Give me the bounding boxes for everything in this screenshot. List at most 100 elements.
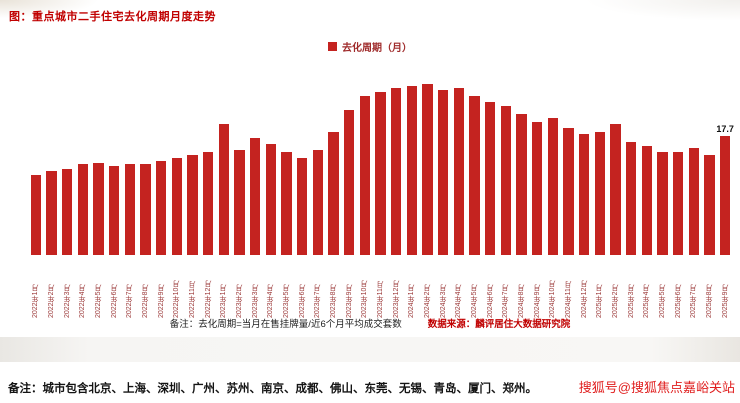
bar [498,58,514,255]
watermark: 搜狐号@搜狐焦点嘉峪关站 [578,380,735,395]
x-axis-label: 2024年10月 [549,280,557,318]
x-axis-label: 2022年10月 [173,280,181,318]
x-axis-label: 2025年9月 [721,284,729,318]
footer-note: 备注：城市包含北京、上海、深圳、广州、苏州、南京、成都、佛山、东莞、无锡、青岛、… [8,383,537,395]
bar [232,58,248,255]
bar: 17.7 [716,58,734,255]
x-axis-label: 2022年9月 [157,284,165,318]
x-axis-label: 2023年7月 [314,284,322,318]
bar [91,58,107,255]
chart-title: 图：重点城市二手住宅去化周期月度走势 [9,11,216,23]
x-axis-label: 2025年6月 [674,284,682,318]
bar [169,58,185,255]
x-axis-label: 2025年3月 [627,284,635,318]
bar [153,58,169,255]
bar [357,58,373,255]
x-axis-label: 2023年11月 [376,281,384,318]
x-axis-label: 2022年1月 [32,284,40,318]
x-axis-label: 2023年1月 [220,284,228,318]
divider-band [0,337,740,362]
bar [326,58,342,255]
bar [608,58,624,255]
x-axis-label: 2022年6月 [110,284,118,318]
bar [623,58,639,255]
x-axis-label: 2024年5月 [470,284,478,318]
x-axis-label: 2024年2月 [423,284,431,318]
x-axis-label: 2023年10月 [361,280,369,318]
legend-swatch-icon [328,42,337,51]
x-axis-label: 2022年12月 [204,280,212,318]
x-axis-label: 2025年1月 [596,284,604,318]
bar [279,58,295,255]
x-axis-label: 2024年11月 [564,281,572,318]
x-axis-label: 2024年7月 [502,284,510,318]
bar [576,58,592,255]
bar [216,58,232,255]
x-axis: 2022年1月 2022年2月 2022年3月 2022年4月 2022年5月 2022年… [28,258,733,318]
bar [44,58,60,255]
bar [545,58,561,255]
bar [185,58,201,255]
x-axis-label: 2024年6月 [486,284,494,318]
bar [451,58,467,255]
bar [388,58,404,255]
x-axis-label: 2023年2月 [235,284,243,318]
bar [138,58,154,255]
x-axis-label: 2022年8月 [141,284,149,318]
bar [310,58,326,255]
bar [59,58,75,255]
bar [373,58,389,255]
x-axis-label: 2022年7月 [126,284,134,318]
bar [341,58,357,255]
bar [670,58,686,255]
x-axis-label: 2022年4月 [79,284,87,318]
bar [514,58,530,255]
bar [592,58,608,255]
x-axis-label: 2022年2月 [47,284,55,318]
x-axis-label: 2023年5月 [282,284,290,318]
bar [122,58,138,255]
x-axis-label: 2025年5月 [658,284,666,318]
bar [263,58,279,255]
x-axis-label: 2025年2月 [611,284,619,318]
x-axis-label: 2024年1月 [408,284,416,318]
bar [686,58,702,255]
bar [639,58,655,255]
bar [435,58,451,255]
bar [561,58,577,255]
x-axis-label: 2022年11月 [188,281,196,318]
bar-value-label: 17.7 [716,124,734,135]
x-axis-label: 2025年7月 [690,284,698,318]
x-axis-label: 2023年3月 [251,284,259,318]
x-axis-label: 2024年4月 [455,284,463,318]
x-axis-label: 2024年12月 [580,280,588,318]
bar [482,58,498,255]
bar [420,58,436,255]
bar [294,58,310,255]
x-axis-label: 2024年8月 [517,284,525,318]
bar [467,58,483,255]
bar [404,58,420,255]
bar [702,58,718,255]
chart-footnote: 备注：去化周期=当月在售挂牌量/近6个月平均成交套数 [169,319,402,330]
bar [75,58,91,255]
x-axis-label: 2023年12月 [392,280,400,318]
x-axis-label: 2023年6月 [298,284,306,318]
data-source: 数据来源：麟评居住大数据研究院 [427,319,571,330]
bar-chart-plot: 17.7 [28,58,734,255]
bar [28,58,44,255]
x-axis-label: 2023年4月 [267,284,275,318]
bar [106,58,122,255]
x-axis-label: 2022年3月 [63,284,71,318]
x-axis-label: 2024年9月 [533,284,541,318]
legend: 去化周期（月） [0,39,740,54]
x-axis-label: 2023年8月 [329,284,337,318]
bar [247,58,263,255]
bar [655,58,671,255]
x-axis-label: 2025年4月 [643,284,651,318]
legend-label: 去化周期（月） [342,43,412,54]
x-axis-label: 2022年5月 [94,284,102,318]
bar [200,58,216,255]
bar [529,58,545,255]
